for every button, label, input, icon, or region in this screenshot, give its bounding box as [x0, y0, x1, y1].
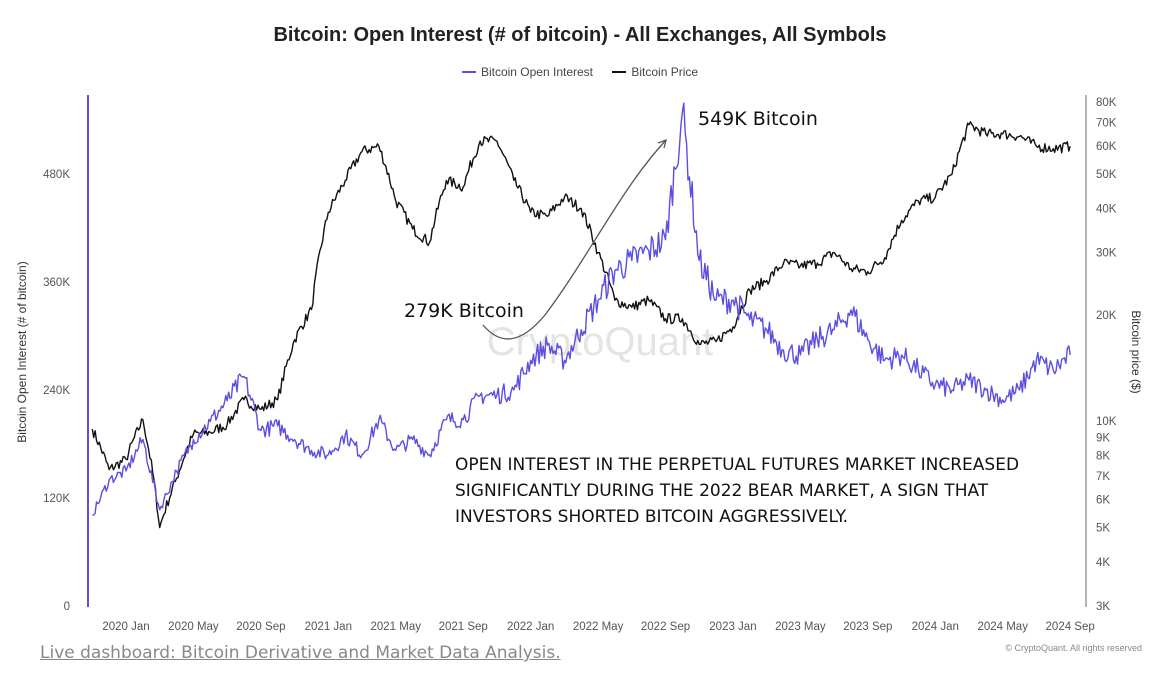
- y-right-tick-label: 3K: [1096, 601, 1110, 613]
- y-left-tick-label: 240K: [43, 385, 70, 397]
- x-tick-label: 2024 May: [977, 621, 1028, 633]
- y-right-tick-label: 5K: [1096, 523, 1110, 535]
- y-left-tick-label: 0: [64, 601, 70, 613]
- chart-note: OPEN INTEREST IN THE PERPETUAL FUTURES M…: [455, 452, 1055, 530]
- y-right-tick-label: 80K: [1096, 97, 1117, 109]
- y-left-tick-label: 120K: [43, 493, 70, 505]
- x-tick-label: 2023 Jan: [709, 621, 756, 633]
- x-tick-label: 2020 Sep: [236, 621, 285, 633]
- y-right-tick-label: 7K: [1096, 471, 1110, 483]
- y-right-tick-label: 8K: [1096, 450, 1110, 462]
- x-tick-label: 2021 Jan: [305, 621, 352, 633]
- chart-plot: CryptoQuant 0 120K 240K 360K 480K 3K 4K 5K 6K 7K 8…: [0, 0, 1176, 675]
- y-right-tick-label: 10K: [1096, 416, 1117, 428]
- x-tick-label: 2020 May: [168, 621, 219, 633]
- x-tick-label: 2021 Sep: [439, 621, 488, 633]
- annotation-peak: 549K Bitcoin: [698, 108, 818, 130]
- y-right-tick-label: 9K: [1096, 432, 1110, 444]
- y-left-tick-label: 480K: [43, 169, 70, 181]
- annotation-low: 279K Bitcoin: [404, 300, 524, 322]
- y-right-tick-label: 6K: [1096, 495, 1110, 507]
- dashboard-link[interactable]: Live dashboard: Bitcoin Derivative and M…: [40, 643, 561, 663]
- copyright: © CryptoQuant. All rights reserved: [1005, 643, 1142, 653]
- y-right-tick-label: 40K: [1096, 203, 1117, 215]
- x-tick-label: 2022 Sep: [641, 621, 690, 633]
- right-axis-title: Bitcoin price ($): [1129, 310, 1143, 393]
- x-tick-label: 2021 May: [371, 621, 422, 633]
- y-left-tick-label: 360K: [43, 277, 70, 289]
- x-tick-label: 2022 May: [573, 621, 624, 633]
- y-right-tick-label: 20K: [1096, 310, 1117, 322]
- x-tick-label: 2020 Jan: [102, 621, 149, 633]
- y-right-tick-label: 30K: [1096, 248, 1117, 260]
- y-right-tick-label: 60K: [1096, 141, 1117, 153]
- y-right-tick-label: 70K: [1096, 117, 1117, 129]
- watermark: CryptoQuant: [487, 320, 714, 364]
- x-tick-label: 2023 May: [775, 621, 826, 633]
- y-right-tick-label: 50K: [1096, 169, 1117, 181]
- left-axis-title: Bitcoin Open Interest (# of bitcoin): [15, 261, 29, 442]
- x-tick-label: 2022 Jan: [507, 621, 554, 633]
- y-right-tick-label: 4K: [1096, 557, 1110, 569]
- x-tick-label: 2024 Sep: [1046, 621, 1095, 633]
- x-tick-label: 2024 Jan: [912, 621, 959, 633]
- x-tick-label: 2023 Sep: [843, 621, 892, 633]
